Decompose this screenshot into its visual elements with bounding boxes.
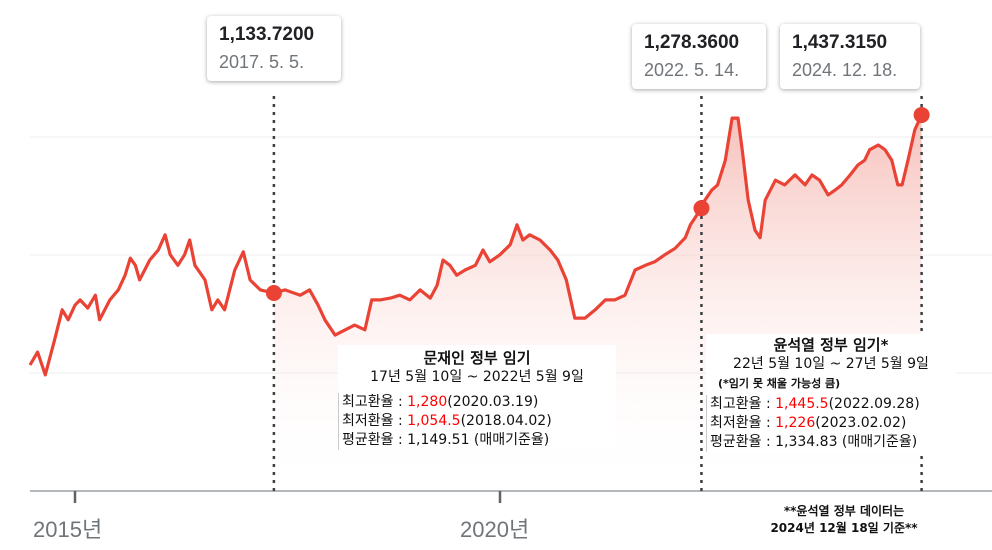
yoon-term-annotation: 윤석열 정부 임기* 22년 5월 10일 ~ 27년 5월 9일 (*임기 못… xyxy=(706,334,956,452)
min-value: 1,226 xyxy=(775,415,816,431)
highlight-point xyxy=(693,200,710,217)
footnote-line1: **윤석열 정부 데이터는 xyxy=(783,504,905,518)
moon-title: 문재인 정부 임기 xyxy=(423,349,531,367)
tooltip-value: 1,133.7200 xyxy=(219,24,315,45)
moon-term-annotation: 문재인 정부 임기 17년 5월 10일 ~ 2022년 5월 9일 최고환율 … xyxy=(338,345,616,450)
footnote: **윤석열 정부 데이터는 2024년 12월 18일 기준** xyxy=(756,503,932,537)
min-label: 최저환율 : xyxy=(342,413,408,429)
x-tick-label-2015: 2015년 xyxy=(33,517,103,542)
tooltip-date: 2017. 5. 5. xyxy=(219,52,305,72)
min-value: 1,054.5 xyxy=(407,413,461,429)
moon-avg: 평균환율 : 1,149.51 (매매기준율) xyxy=(342,432,550,448)
tooltip-date: 2022. 5. 14. xyxy=(644,60,740,80)
yoon-max: 최고환율 : 1,445.5(2022.09.28) xyxy=(710,395,956,414)
moon-min: 최저환율 : 1,054.5(2018.04.02) xyxy=(342,412,616,431)
tooltip-2024: 1,437.3150 2024. 12. 18. xyxy=(780,24,920,89)
yoon-period: 22년 5월 10일 ~ 27년 5월 9일 xyxy=(733,356,929,372)
max-date: (2022.09.28) xyxy=(828,396,920,412)
tooltip-value: 1,437.3150 xyxy=(792,32,888,53)
exchange-rate-line xyxy=(28,114,924,377)
highlight-point xyxy=(265,285,282,301)
yoon-avg: 평균환율 : 1,334.83 (매매기준율) xyxy=(710,434,918,450)
footnote-line2: 2024년 12월 18일 기준** xyxy=(770,521,918,535)
tooltip-2017: 1,133.7200 2017. 5. 5. xyxy=(207,16,341,81)
min-label: 최저환율 : xyxy=(710,415,776,431)
min-date: (2023.02.02) xyxy=(815,415,907,431)
x-tick-label-2020: 2020년 xyxy=(460,517,530,542)
yoon-min: 최저환율 : 1,226(2023.02.02) xyxy=(710,414,956,433)
tooltip-value: 1,278.3600 xyxy=(644,32,740,53)
max-value: 1,280 xyxy=(407,394,448,410)
yoon-note: (*임기 못 채울 가능성 큼) xyxy=(718,377,841,390)
max-value: 1,445.5 xyxy=(775,396,829,412)
moon-period: 17년 5월 10일 ~ 2022년 5월 9일 xyxy=(370,369,584,385)
tooltip-2022: 1,278.3600 2022. 5. 14. xyxy=(632,24,766,89)
moon-max: 최고환율 : 1,280(2020.03.19) xyxy=(342,393,616,412)
max-label: 최고환율 : xyxy=(710,396,776,412)
yoon-title: 윤석열 정부 임기* xyxy=(773,336,889,354)
tooltip-date: 2024. 12. 18. xyxy=(792,60,898,80)
max-label: 최고환율 : xyxy=(342,394,408,410)
highlight-point xyxy=(913,106,930,123)
min-date: (2018.04.02) xyxy=(460,413,552,429)
max-date: (2020.03.19) xyxy=(447,394,539,410)
